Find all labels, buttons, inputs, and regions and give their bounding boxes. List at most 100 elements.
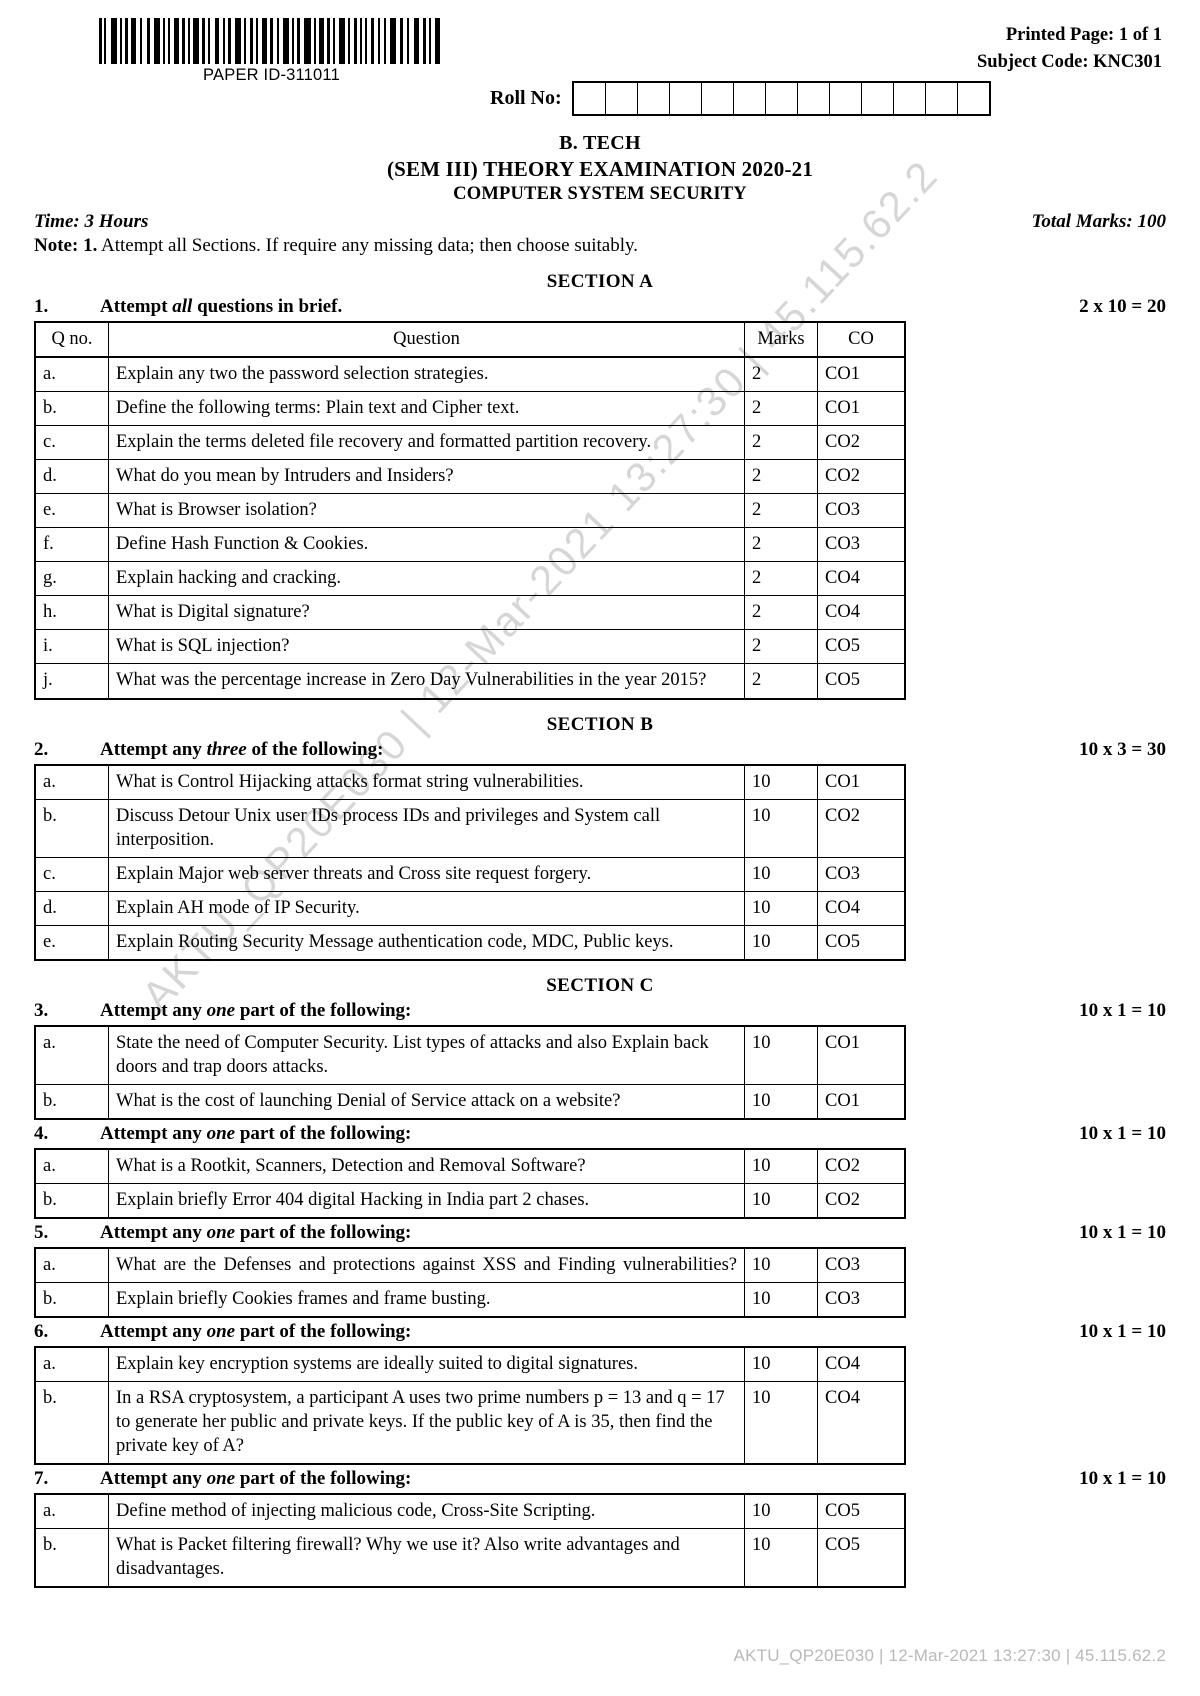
question-group-header: 2. Attempt any three of the following: 10 …	[0, 736, 1200, 764]
prompt-suffix: part of the following:	[235, 1468, 412, 1490]
cell-question-text: Discuss Detour Unix user IDs process IDs…	[108, 798, 745, 858]
question-group-marks-formula: 10 x 3 = 30	[1079, 738, 1166, 760]
question-group-header: 7. Attempt any one part of the following:…	[0, 1465, 1200, 1493]
cell-question-number: a.	[34, 1247, 109, 1284]
table-row: e. Explain Routing Security Message authe…	[34, 924, 906, 961]
question-group-prompt: Attempt any one part of the following:	[100, 1468, 1079, 1490]
roll-number-box[interactable]	[830, 83, 862, 114]
question-group-marks-formula: 2 x 10 = 20	[1079, 296, 1166, 317]
cell-question-text: Explain key encryption systems are ideal…	[108, 1346, 745, 1383]
cell-question-text: Explain AH mode of IP Security.	[108, 890, 745, 926]
roll-number-input-boxes[interactable]	[571, 81, 991, 116]
roll-number-box[interactable]	[670, 83, 702, 114]
cell-question-text: Define Hash Function & Cookies.	[108, 527, 745, 563]
cell-course-outcome: CO1	[817, 1083, 906, 1120]
question-group-marks-formula: 10 x 1 = 10	[1079, 1122, 1166, 1144]
question-table: a. What is a Rootkit, Scanners, Detection…	[34, 1147, 906, 1220]
question-group-number: 4.	[34, 1122, 49, 1144]
roll-number-label: Roll No:	[490, 87, 562, 109]
roll-number-box[interactable]	[766, 83, 798, 114]
cell-question-text: What is a Rootkit, Scanners, Detection a…	[108, 1147, 745, 1184]
prompt-prefix: Attempt any	[100, 1468, 207, 1490]
prompt-prefix: Attempt	[100, 296, 173, 317]
question-group-number: 6.	[34, 1321, 49, 1343]
printed-info-block: Printed Page: 1 of 1 Subject Code: KNC30…	[977, 18, 1166, 76]
question-group-prompt: Attempt any one part of the following:	[100, 1000, 1079, 1022]
prompt-prefix: Attempt any	[100, 1321, 207, 1343]
roll-number-box[interactable]	[862, 83, 894, 114]
cell-course-outcome: CO2	[817, 425, 906, 461]
printed-page-label: Printed Page: 1 of 1	[1005, 25, 1162, 45]
cell-marks: 2	[744, 459, 818, 495]
question-group-header: 4. Attempt any one part of the following:…	[0, 1120, 1200, 1148]
question-group-header: 5. Attempt any one part of the following:…	[0, 1219, 1200, 1247]
cell-marks: 2	[744, 493, 818, 529]
cell-course-outcome: CO5	[817, 924, 906, 961]
prompt-suffix: part of the following:	[235, 999, 412, 1021]
table-row: b. In a RSA cryptosystem, a participant A…	[34, 1381, 906, 1466]
cell-question-number: a.	[34, 1024, 109, 1085]
roll-number-box[interactable]	[894, 83, 926, 114]
question-group-prompt: Attempt any one part of the following:	[100, 1321, 1079, 1343]
question-table: Q no. Question Marks CO a. Explain any two th…	[34, 320, 906, 700]
table-row: b. Discuss Detour Unix user IDs process I…	[34, 798, 906, 858]
prompt-emphasis: all	[172, 296, 193, 317]
cell-question-number: b.	[34, 1381, 109, 1466]
cell-course-outcome: CO3	[817, 856, 906, 892]
question-table: a. What is Control Hijacking attacks form…	[34, 763, 906, 961]
cell-question-number: b.	[34, 798, 109, 858]
cell-marks: 10	[744, 1282, 818, 1319]
cell-question-number: a.	[34, 1147, 109, 1184]
cell-marks: 2	[744, 425, 818, 461]
roll-number-box[interactable]	[606, 83, 638, 114]
note-text: Attempt all Sections. If require any mis…	[101, 235, 638, 256]
cell-question-number: d.	[34, 459, 109, 495]
table-row: e. What is Browser isolation? 2 CO3	[34, 493, 906, 529]
roll-number-box[interactable]	[798, 83, 830, 114]
cell-marks: 10	[744, 890, 818, 926]
cell-question-number: f.	[34, 527, 109, 563]
roll-number-box[interactable]	[574, 83, 606, 114]
cell-course-outcome: CO1	[817, 1024, 906, 1085]
question-group-prompt: Attempt any one part of the following:	[100, 1123, 1079, 1145]
table-row: b. Explain briefly Error 404 digital Hack…	[34, 1182, 906, 1220]
roll-number-box[interactable]	[958, 83, 989, 114]
cell-marks: 2	[744, 663, 818, 700]
roll-number-box[interactable]	[638, 83, 670, 114]
cell-question-text: What is Digital signature?	[108, 595, 745, 631]
table-row: b. Explain briefly Cookies frames and fra…	[34, 1282, 906, 1319]
roll-number-box[interactable]	[734, 83, 766, 114]
column-header-marks: Marks	[744, 320, 818, 358]
question-group-prompt: Attempt any three of the following:	[100, 739, 1079, 761]
cell-course-outcome: CO4	[817, 595, 906, 631]
question-group-marks-formula: 10 x 1 = 10	[1079, 999, 1166, 1021]
question-table: a. Define method of injecting malicious c…	[34, 1493, 906, 1589]
cell-course-outcome: CO5	[817, 1528, 906, 1589]
cell-question-text: Explain briefly Cookies frames and frame…	[108, 1282, 745, 1319]
table-row: b. What is the cost of launching Denial o…	[34, 1083, 906, 1120]
question-group-header: 3. Attempt any one part of the following:…	[0, 997, 1200, 1025]
cell-question-text: In a RSA cryptosystem, a participant A u…	[108, 1381, 745, 1466]
cell-question-number: a.	[34, 1493, 109, 1530]
question-group-number: 1.	[34, 296, 49, 317]
column-header-qno: Q no.	[34, 320, 109, 358]
question-group-number: 2.	[34, 738, 49, 760]
prompt-emphasis: one	[206, 1222, 236, 1244]
note-row: Note: 1. Attempt all Sections. If requir…	[0, 233, 1200, 257]
subject-code-label: Subject Code: KNC301	[977, 51, 1162, 72]
cell-question-text: What do you mean by Intruders and Inside…	[108, 459, 745, 495]
roll-number-box[interactable]	[702, 83, 734, 114]
cell-question-text: Explain Major web server threats and Cro…	[108, 856, 745, 892]
table-row: a. Explain key encryption systems are ide…	[34, 1346, 906, 1383]
prompt-prefix: Attempt any	[100, 1122, 207, 1144]
table-row: a. What are the Defenses and protections …	[34, 1247, 906, 1284]
roll-number-box[interactable]	[926, 83, 958, 114]
prompt-emphasis: one	[206, 1122, 236, 1144]
cell-marks: 10	[744, 798, 818, 858]
cell-course-outcome: CO2	[817, 459, 906, 495]
question-group-prompt: Attempt any one part of the following:	[100, 1222, 1079, 1244]
question-group-marks-formula: 10 x 1 = 10	[1079, 1222, 1166, 1244]
cell-question-text: Explain the terms deleted file recovery …	[108, 425, 745, 461]
cell-question-number: d.	[34, 890, 109, 926]
cell-question-text: Define the following terms: Plain text a…	[108, 391, 745, 427]
